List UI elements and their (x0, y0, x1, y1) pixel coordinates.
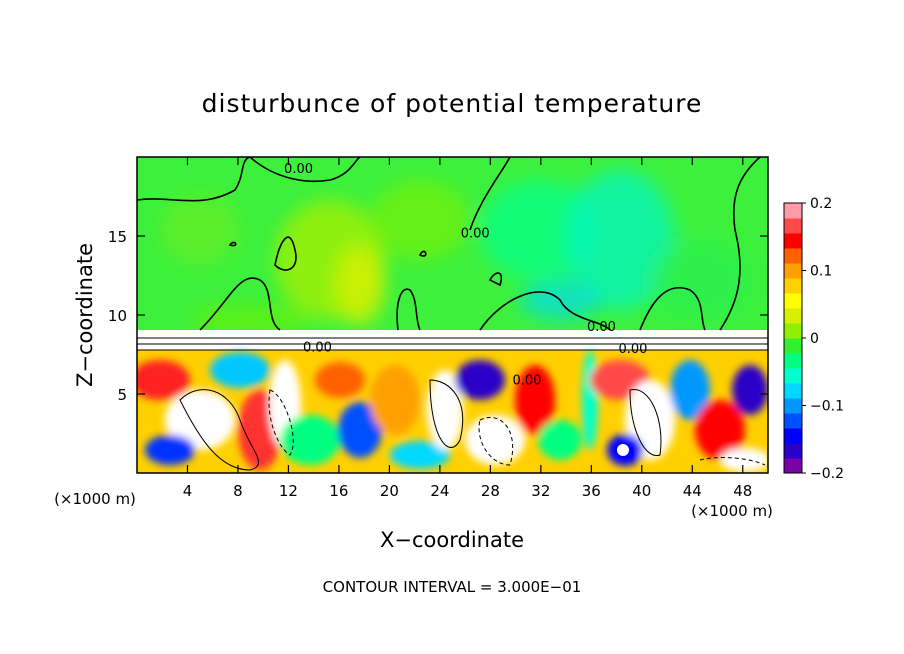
mixing-band (137, 330, 768, 352)
x-tick-label: 4 (183, 482, 193, 500)
z-tick-label: 10 (108, 307, 127, 325)
colorbar-tick-label: 0.1 (810, 264, 832, 280)
x-tick-label: 16 (329, 482, 348, 500)
x-tick-label: 8 (233, 482, 243, 500)
colorbar-swatch (784, 233, 802, 249)
colorbar-swatch (784, 428, 802, 444)
colorbar-swatch (784, 203, 802, 219)
colorbar-tick-label: −0.2 (810, 466, 844, 482)
z-tick-label: 5 (117, 386, 127, 404)
contour-interval-footer: CONTOUR INTERVAL = 3.000E−01 (323, 578, 582, 596)
y-axis-label: Z−coordinate (73, 243, 97, 387)
x-tick-label: 20 (380, 482, 399, 500)
colorbar-swatch (784, 383, 802, 399)
x-tick-label: 48 (733, 482, 752, 500)
x-tick-label: 28 (481, 482, 500, 500)
x-tick-label: 24 (430, 482, 449, 500)
x-tick-label: 32 (531, 482, 550, 500)
lower-contours (137, 337, 768, 471)
colorbar-swatch (784, 293, 802, 309)
contour-label: 0.00 (618, 342, 647, 357)
colorbar-tick-label: 0.2 (810, 196, 832, 212)
colorbar-swatch (784, 458, 802, 474)
z-tick-label: 15 (108, 228, 127, 246)
z-axis: 5 10 15 (108, 228, 768, 404)
colorbar-swatch (784, 263, 802, 279)
x-axis-label: X−coordinate (380, 528, 524, 552)
colorbar-swatch (784, 353, 802, 369)
x-unit-label-right: (×1000 m) (691, 502, 773, 520)
colorbar-swatch (784, 323, 802, 339)
colorbar-swatch (784, 248, 802, 264)
plot-area: 0.000.000.000.00 0.000.00 (137, 157, 768, 473)
white-blob (617, 444, 629, 456)
colorbar-swatch (784, 308, 802, 324)
colorbar-swatch (784, 413, 802, 429)
x-unit-label-left: (×1000 m) (54, 490, 136, 508)
contour-label: 0.00 (461, 227, 490, 242)
colorbar-swatch (784, 443, 802, 459)
contour-label: 0.00 (284, 162, 313, 177)
upper-field-variations (160, 170, 750, 335)
colorbar-swatch (784, 278, 802, 294)
contour-label: 0.00 (587, 320, 616, 335)
x-axis: 4 8 12 16 20 24 28 32 36 40 44 48 (183, 157, 752, 500)
colorbar-tick-label: 0 (810, 331, 819, 347)
colorbar-swatch (784, 368, 802, 384)
contour-label: 0.00 (303, 340, 332, 355)
colorbar-swatch (784, 218, 802, 234)
x-tick-label: 44 (683, 482, 702, 500)
colorbar-swatch (784, 398, 802, 414)
contour-labels: 0.000.000.000.00 0.000.00 (284, 162, 647, 389)
chart-title: disturbunce of potential temperature (202, 89, 703, 118)
colorbar-swatch (784, 338, 802, 354)
x-tick-label: 40 (632, 482, 651, 500)
x-tick-label: 36 (582, 482, 601, 500)
colorbar: 0.2 0.1 0 −0.1 −0.2 (783, 196, 844, 482)
contour-lines (137, 157, 761, 331)
lower-field-variations (137, 350, 768, 472)
colorbar-tick-label: −0.1 (810, 399, 844, 415)
contour-label: 0.00 (512, 374, 541, 389)
x-tick-label: 12 (279, 482, 298, 500)
